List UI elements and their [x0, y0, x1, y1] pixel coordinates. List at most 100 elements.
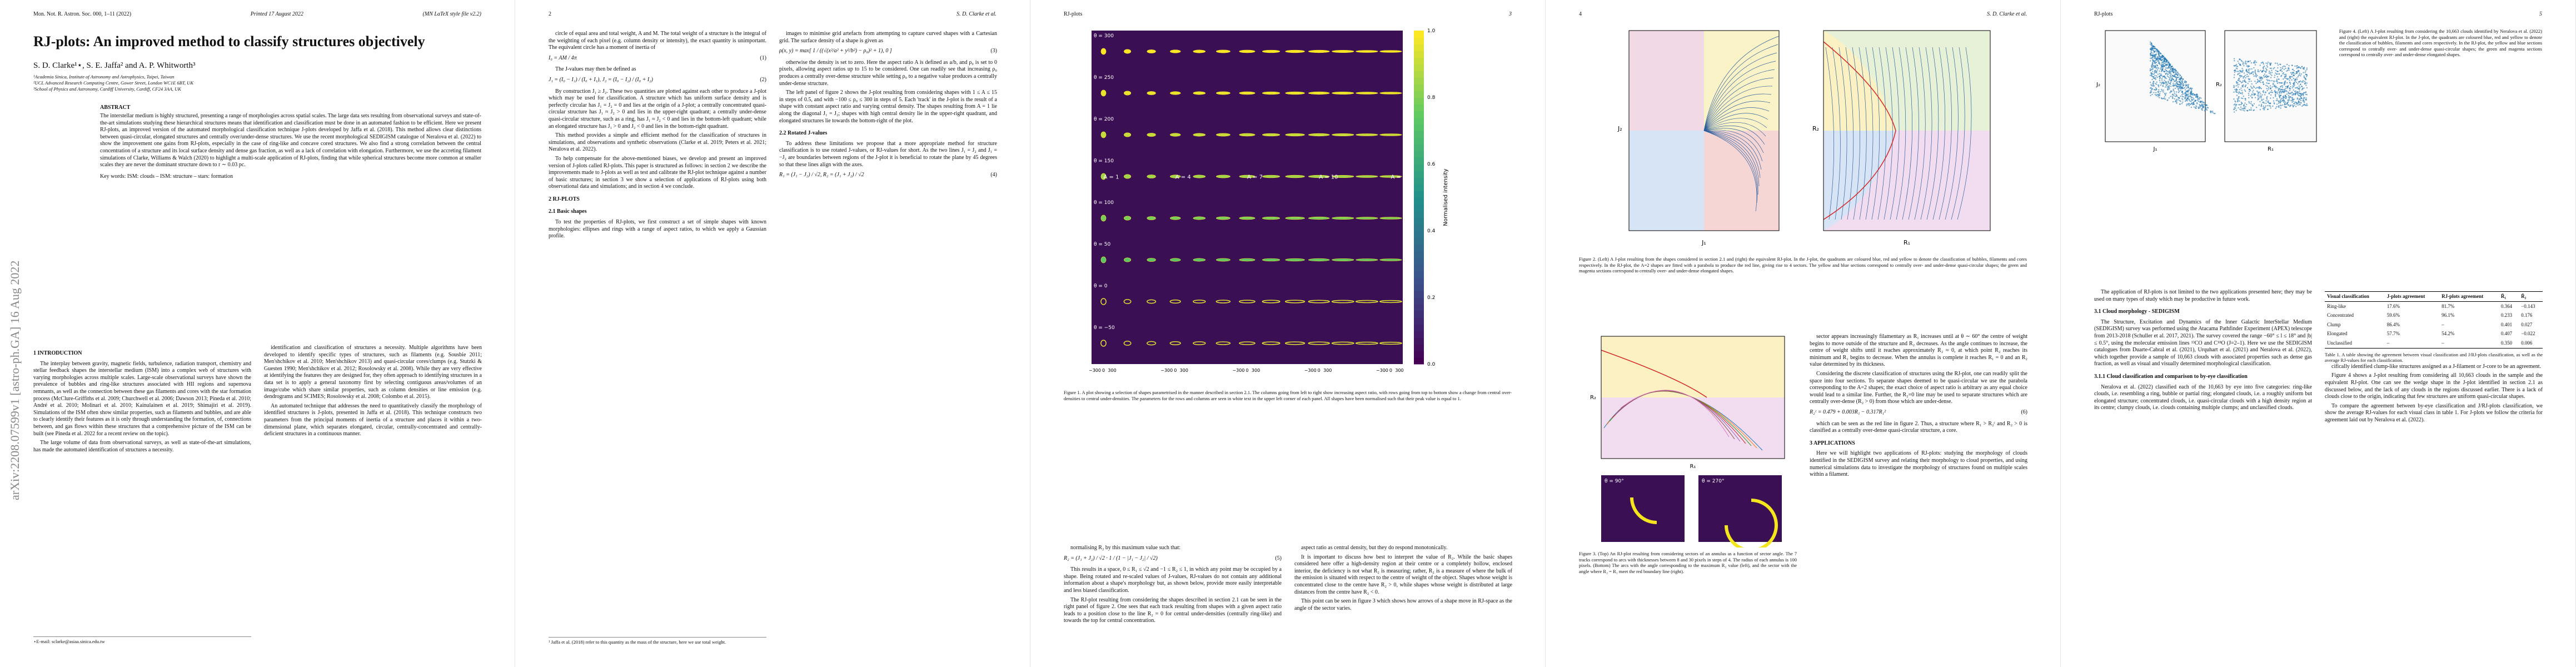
point: [2164, 93, 2166, 94]
row-label: θ = 50: [1094, 242, 1110, 247]
point: [2185, 92, 2186, 94]
point: [2190, 97, 2192, 99]
colorbar-step: [1414, 344, 1424, 351]
colorbar-step: [1414, 311, 1424, 318]
track: [1703, 44, 1778, 131]
point: [2305, 97, 2307, 99]
point: [2155, 77, 2156, 79]
point: [2278, 101, 2280, 103]
point: [2235, 64, 2238, 66]
point: [2186, 91, 2188, 93]
point: [2165, 61, 2166, 63]
point: [2253, 86, 2255, 87]
shape: [1123, 299, 1132, 304]
colorbar-step: [1414, 217, 1424, 225]
point: [2270, 77, 2272, 78]
point: [2275, 99, 2277, 101]
point: [2160, 73, 2162, 75]
point: [2176, 84, 2179, 86]
point: [2160, 53, 2162, 55]
row-label: θ = 300: [1094, 33, 1114, 39]
point: [2285, 77, 2287, 79]
figure-block: R₁ R₂ θ = 90° θ = 270° Figure 3. (Top) An RJ…: [1579, 334, 1797, 574]
point: [2185, 87, 2188, 89]
track: [1845, 47, 1854, 220]
point: [2166, 63, 2168, 65]
shape: [1379, 300, 1403, 303]
column: Visual classification J-plots agreement RJ…: [2325, 289, 2543, 645]
point: [2155, 92, 2157, 93]
point: [2301, 81, 2303, 83]
point: [2238, 93, 2240, 94]
point: [2261, 77, 2263, 78]
paragraph: The Structure, Excitation and Dynamics o…: [2094, 318, 2312, 367]
point: [2153, 73, 2155, 76]
equation: J₁ = (I₀ − I₁) / (I₀ + I₁), J₂ = (I₀ − I…: [549, 77, 766, 84]
point: [2257, 81, 2259, 83]
point: [2158, 57, 2160, 59]
point: [2151, 84, 2153, 87]
point: [2289, 79, 2290, 81]
point: [2200, 100, 2202, 102]
point: [2259, 76, 2260, 78]
paragraph: The RJ-plot resulting from considering t…: [1064, 596, 1282, 624]
point: [2296, 77, 2298, 79]
point: [2186, 99, 2188, 102]
point: [2269, 105, 2270, 107]
point: [2149, 68, 2151, 70]
point: [2269, 80, 2271, 82]
point: [2266, 76, 2268, 78]
point: [2155, 83, 2158, 85]
point: [2154, 62, 2155, 64]
point: [2236, 81, 2238, 83]
point: [2276, 73, 2278, 75]
point: [2302, 88, 2304, 90]
point: [2260, 69, 2261, 72]
point: [2210, 112, 2211, 113]
point: [2239, 74, 2241, 77]
track: [1865, 47, 1874, 220]
colorbar-step: [1414, 231, 1424, 238]
point: [2283, 68, 2285, 71]
x-tick-label: 0: [1102, 368, 1105, 373]
point: [2161, 79, 2163, 81]
point: [2279, 99, 2281, 102]
track: [1932, 47, 1946, 220]
point: [2193, 101, 2194, 103]
point: [2199, 107, 2201, 108]
shape: [1215, 341, 1231, 345]
point: [2163, 91, 2164, 93]
track: [1920, 47, 1932, 220]
point: [2164, 71, 2165, 73]
point: [2233, 91, 2235, 93]
point: [2181, 98, 2183, 99]
point: [2286, 87, 2288, 89]
point: [2238, 79, 2240, 81]
x-tick-label: 300: [1180, 368, 1188, 373]
track: [1957, 47, 1972, 220]
arxiv-stamp: arXiv:2208.07599v1 [astro-ph.GA] 16 Aug …: [8, 260, 22, 500]
point: [2278, 94, 2280, 96]
point: [2149, 43, 2151, 45]
point: [2244, 89, 2245, 91]
point: [2275, 87, 2277, 89]
point: [2153, 92, 2155, 93]
point: [2248, 81, 2250, 82]
point: [2266, 78, 2268, 81]
point: [2305, 92, 2306, 93]
shape: [1355, 341, 1378, 345]
point: [2270, 107, 2271, 109]
point: [2173, 82, 2174, 84]
point: [2250, 62, 2253, 64]
point: [2173, 84, 2174, 86]
point: [2286, 70, 2288, 72]
point: [2243, 72, 2245, 74]
point: [2242, 61, 2244, 63]
point: [2298, 71, 2299, 72]
point: [2186, 98, 2188, 100]
shape: [1169, 299, 1181, 304]
point: [2170, 68, 2172, 70]
point: [2240, 64, 2241, 66]
track: [1703, 130, 1761, 178]
point: [2303, 99, 2304, 101]
